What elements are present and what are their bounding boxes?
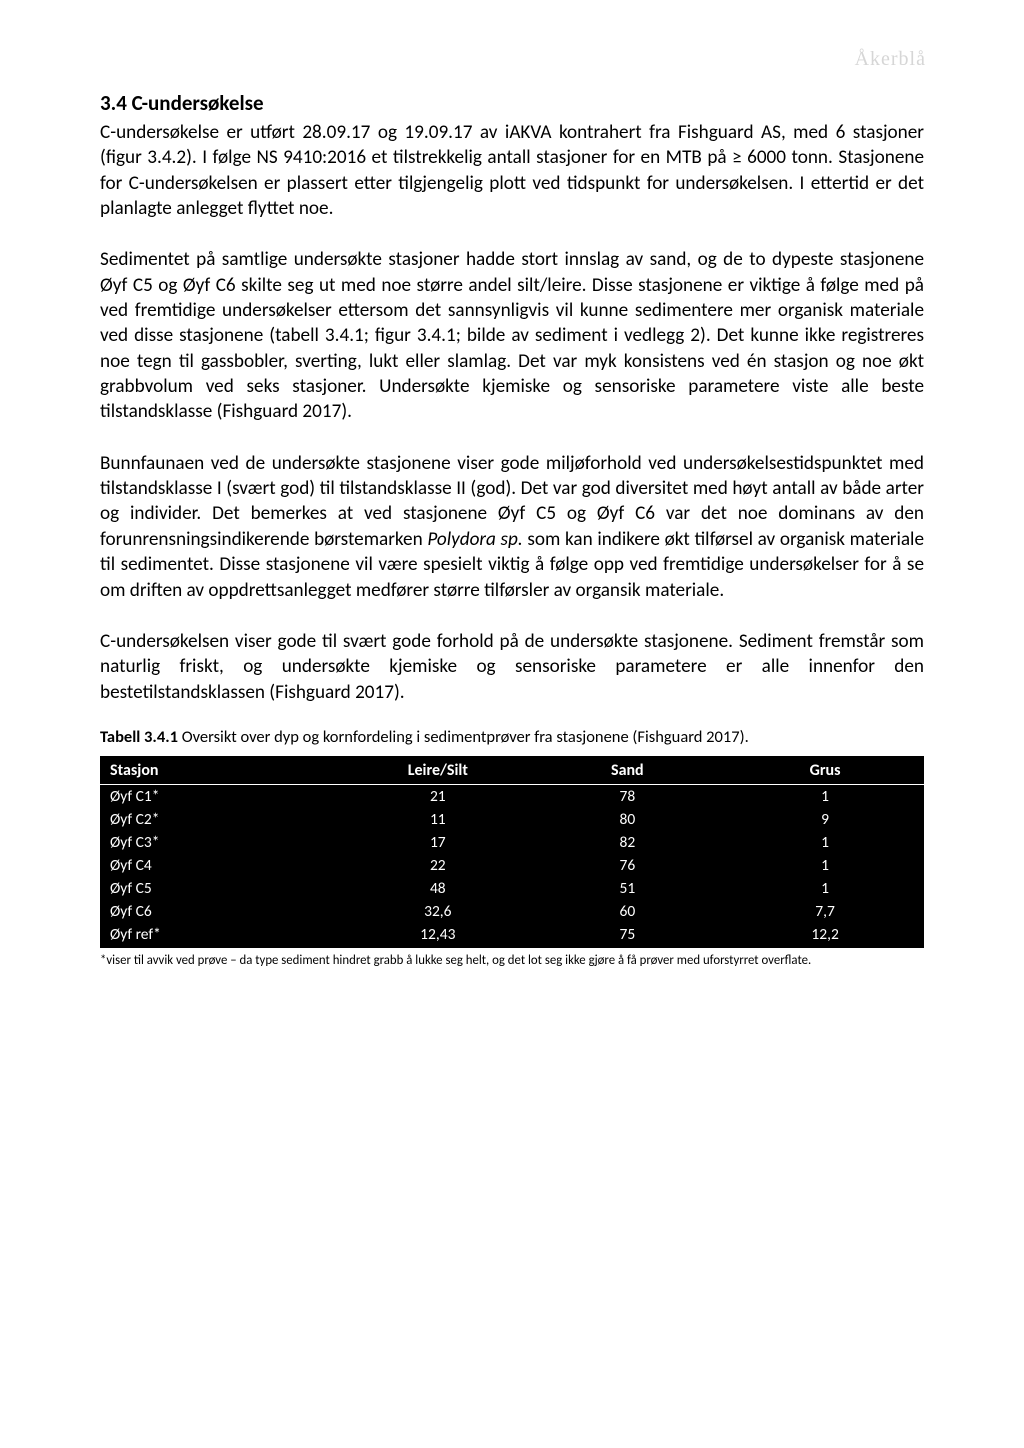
table-footnote: *viser til avvik ved prøve – da type sed… <box>100 953 924 969</box>
cell: 12,2 <box>726 923 924 949</box>
cell: 32,6 <box>347 900 528 923</box>
table-row: Øyf C2* 11 80 9 <box>100 808 924 831</box>
cell: Øyf C6 <box>100 900 347 923</box>
sediment-table: Stasjon Leire/Silt Sand Grus Øyf C1* 21 … <box>100 755 924 949</box>
cell: Øyf C5 <box>100 877 347 900</box>
table-row: Øyf C6 32,6 60 7,7 <box>100 900 924 923</box>
cell: Øyf C2* <box>100 808 347 831</box>
table-row: Øyf C5 48 51 1 <box>100 877 924 900</box>
watermark-logo: Åkerblå <box>855 48 926 71</box>
paragraph-2: Sedimentet på samtlige undersøkte stasjo… <box>100 247 924 424</box>
cell: 76 <box>528 854 726 877</box>
cell: 22 <box>347 854 528 877</box>
cell: 1 <box>726 854 924 877</box>
cell: Øyf ref* <box>100 923 347 949</box>
cell: 21 <box>347 784 528 808</box>
paragraph-4: C-undersøkelsen viser gode til svært god… <box>100 629 924 705</box>
species-name: Polydora sp. <box>427 528 522 551</box>
col-sand: Sand <box>528 755 726 784</box>
col-stasjon: Stasjon <box>100 755 347 784</box>
cell: 1 <box>726 784 924 808</box>
cell: 48 <box>347 877 528 900</box>
cell: 82 <box>528 831 726 854</box>
table-header-row: Stasjon Leire/Silt Sand Grus <box>100 755 924 784</box>
table-caption-text: Oversikt over dyp og kornfordeling i sed… <box>178 727 749 747</box>
cell: Øyf C3* <box>100 831 347 854</box>
paragraph-1: C-undersøkelse er utført 28.09.17 og 19.… <box>100 120 924 221</box>
cell: 75 <box>528 923 726 949</box>
paragraph-3: Bunnfaunaen ved de undersøkte stasjonene… <box>100 451 924 603</box>
cell: 80 <box>528 808 726 831</box>
cell: 51 <box>528 877 726 900</box>
col-leire-silt: Leire/Silt <box>347 755 528 784</box>
table-caption: Tabell 3.4.1 Oversikt over dyp og kornfo… <box>100 727 924 747</box>
cell: 7,7 <box>726 900 924 923</box>
cell: 1 <box>726 877 924 900</box>
table-row: Øyf C3* 17 82 1 <box>100 831 924 854</box>
cell: Øyf C1* <box>100 784 347 808</box>
col-grus: Grus <box>726 755 924 784</box>
cell: 9 <box>726 808 924 831</box>
table-row: Øyf C4 22 76 1 <box>100 854 924 877</box>
cell: 60 <box>528 900 726 923</box>
cell: 11 <box>347 808 528 831</box>
table-row: Øyf C1* 21 78 1 <box>100 784 924 808</box>
cell: 1 <box>726 831 924 854</box>
section-heading: 3.4 C-undersøkelse <box>100 90 924 116</box>
table-caption-label: Tabell 3.4.1 <box>100 727 178 747</box>
cell: 17 <box>347 831 528 854</box>
cell: Øyf C4 <box>100 854 347 877</box>
table-row: Øyf ref* 12,43 75 12,2 <box>100 923 924 949</box>
cell: 12,43 <box>347 923 528 949</box>
cell: 78 <box>528 784 726 808</box>
